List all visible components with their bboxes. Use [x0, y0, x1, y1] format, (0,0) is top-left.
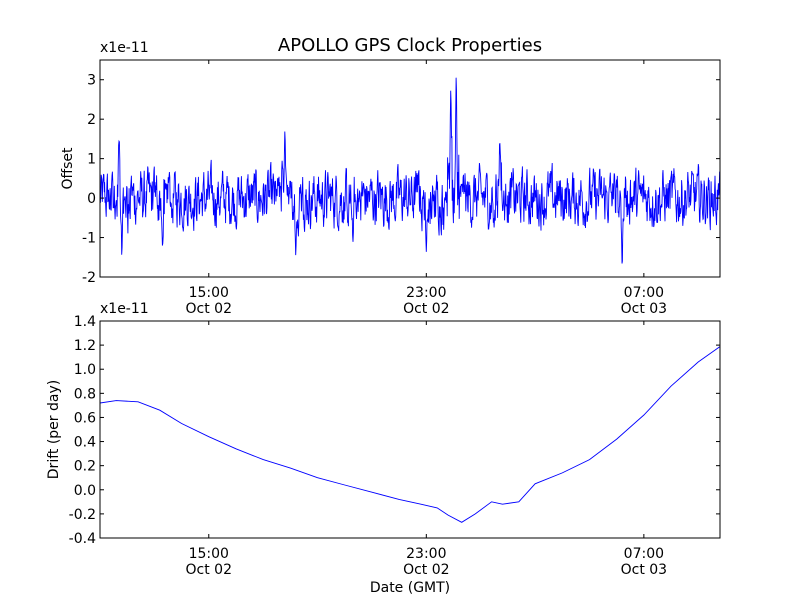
y-tick-label: 1.2 — [74, 338, 96, 354]
y-tick-label: 0.8 — [74, 386, 96, 402]
x-tick-label-time: 23:00 — [406, 546, 446, 562]
offset-text: x1e-11 — [100, 40, 149, 56]
x-tick-label-time: 07:00 — [624, 285, 664, 301]
y-tick-label: -2 — [82, 270, 96, 286]
offset-text: x1e-11 — [100, 301, 149, 317]
y-tick-label: 1.0 — [74, 362, 96, 378]
x-axis-label: Date (GMT) — [370, 580, 450, 596]
y-tick-label: 2 — [87, 112, 96, 128]
x-tick-label-date: Oct 03 — [621, 562, 667, 578]
x-tick-label-date: Oct 02 — [403, 562, 449, 578]
x-tick-label-date: Oct 02 — [186, 562, 232, 578]
y-tick-label: 1.4 — [74, 314, 96, 330]
drift-panel: -0.4-0.20.00.20.40.60.81.01.21.415:00Oct… — [46, 301, 721, 596]
x-tick-label-time: 15:00 — [189, 285, 229, 301]
y-tick-label: 0.4 — [74, 435, 96, 451]
y-tick-label: -0.4 — [69, 531, 96, 547]
y-axis-label: Drift (per day) — [46, 380, 62, 479]
y-tick-label: 3 — [87, 73, 96, 89]
series-line-0-0 — [100, 77, 720, 264]
x-tick-label-time: 15:00 — [189, 546, 229, 562]
axes-frame — [99, 320, 721, 539]
y-tick-label: 0.6 — [74, 410, 96, 426]
x-tick-label-time: 23:00 — [406, 285, 446, 301]
y-axis-label: Offset — [60, 147, 76, 190]
y-tick-label: -0.2 — [69, 507, 96, 523]
x-tick-label-date: Oct 02 — [403, 301, 449, 317]
y-tick-label: 0.0 — [74, 483, 96, 499]
y-tick-label: 1 — [87, 152, 96, 168]
x-tick-label-date: Oct 03 — [621, 301, 667, 317]
x-tick-label-time: 07:00 — [624, 546, 664, 562]
y-tick-label: 0.2 — [74, 459, 96, 475]
chart-title: APOLLO GPS Clock Properties — [278, 35, 542, 56]
y-tick-label: 0 — [87, 191, 96, 207]
x-tick-label-date: Oct 02 — [186, 301, 232, 317]
y-tick-label: -1 — [82, 231, 96, 247]
series-line-1-0 — [100, 345, 720, 523]
axes-frame — [99, 59, 721, 278]
